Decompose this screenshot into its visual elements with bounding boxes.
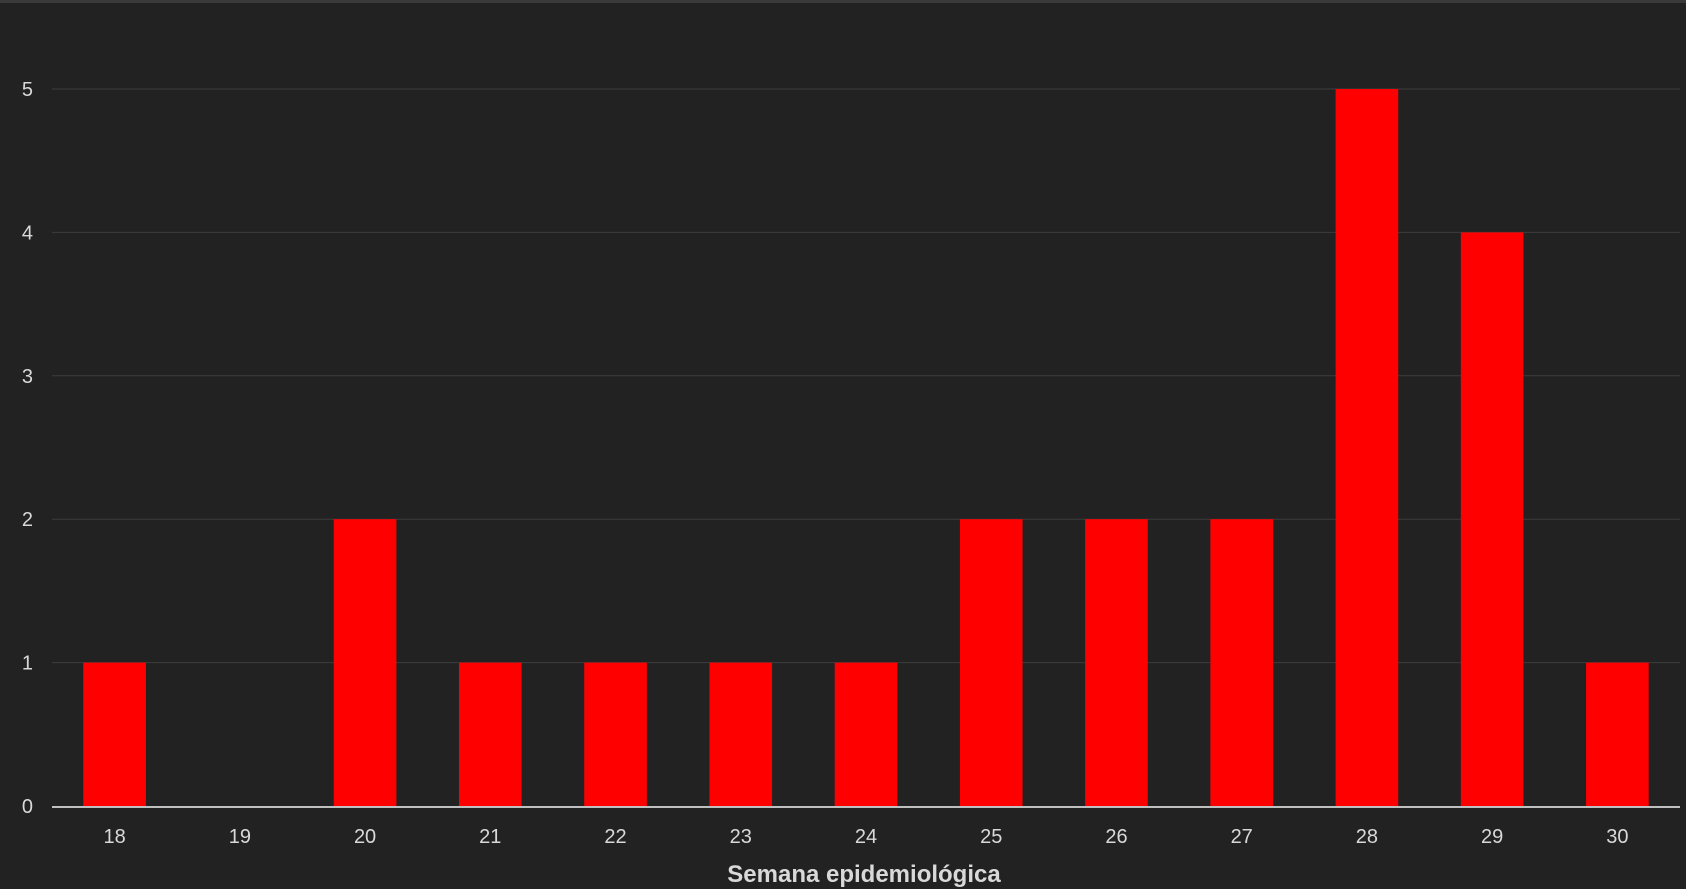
- bar-week-27: [1210, 519, 1273, 806]
- bars: [83, 89, 1649, 806]
- bar-week-18: [83, 662, 146, 806]
- bar-week-21: [459, 662, 522, 806]
- x-tick-label: 20: [354, 826, 376, 848]
- gridlines: [52, 88, 1680, 664]
- x-tick-label: 28: [1356, 826, 1378, 848]
- y-tick-label: 5: [22, 79, 33, 101]
- x-tick-label: 30: [1606, 826, 1628, 848]
- bar-week-23: [709, 662, 773, 806]
- bar-week-26: [1085, 519, 1148, 806]
- x-tick-label: 21: [479, 826, 501, 848]
- y-tick-label: 1: [22, 653, 33, 675]
- x-tick-label: 22: [604, 826, 626, 848]
- x-axis-title: Semana epidemiológica: [727, 861, 1001, 888]
- x-tick-label: 29: [1481, 826, 1503, 848]
- x-tick-label: 19: [229, 826, 251, 848]
- y-axis-tick-labels: 0 1 2 3 4 5: [22, 79, 33, 818]
- bar-week-30: [1586, 662, 1649, 806]
- y-tick-label: 0: [22, 796, 33, 818]
- x-tick-label: 24: [855, 826, 877, 848]
- y-tick-label: 3: [22, 366, 33, 388]
- bar-week-29: [1460, 232, 1524, 806]
- x-axis-tick-labels: 18 19 20 21 22 23 24 25 26 27 28 29 30: [103, 826, 1628, 848]
- bar-week-22: [584, 662, 647, 806]
- bar-week-28: [1335, 89, 1399, 806]
- x-tick-label: 26: [1105, 826, 1127, 848]
- y-tick-label: 4: [22, 222, 33, 244]
- x-tick-label: 23: [730, 826, 752, 848]
- bar-week-25: [959, 519, 1023, 806]
- bar-week-20: [333, 519, 397, 806]
- x-tick-label: 18: [103, 826, 125, 848]
- x-tick-label: 27: [1231, 826, 1253, 848]
- bar-week-24: [834, 662, 898, 806]
- x-tick-label: 25: [980, 826, 1002, 848]
- y-tick-label: 2: [22, 509, 33, 531]
